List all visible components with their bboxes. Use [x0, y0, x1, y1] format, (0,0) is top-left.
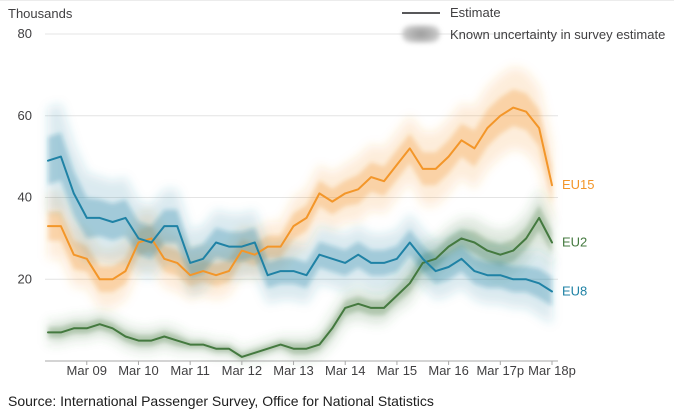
x-tick-label: Mar 12: [222, 363, 262, 378]
x-tick-label: Mar 16: [428, 363, 468, 378]
x-tick-label: Mar 11: [170, 363, 210, 378]
y-tick-label: 80: [18, 26, 32, 41]
x-tick-label: Mar 09: [67, 363, 107, 378]
y-axis-units-label: Thousands: [8, 6, 73, 21]
legend-estimate-label: Estimate: [450, 5, 501, 20]
y-tick-label: 40: [18, 190, 32, 205]
y-tick-label: 20: [18, 271, 32, 286]
series-line-EU8: [47, 155, 553, 293]
estimate-line-swatch: [402, 11, 440, 14]
source-caption: Source: International Passenger Survey, …: [8, 393, 434, 409]
x-tick-label: Mar 10: [118, 363, 158, 378]
x-tick-label: Mar 15: [377, 363, 417, 378]
x-tick-label: Mar 18p: [528, 363, 576, 378]
series-label-EU15: EU15: [562, 177, 595, 192]
series-label-EU2: EU2: [562, 234, 587, 249]
series-line-EU15: [47, 106, 553, 281]
uncertainty-band-swatch: [402, 25, 440, 43]
chart-canvas: 20 40 60 80 Mar 09 Mar 10 Mar 11 Mar 12 Mar 13 Ma…: [18, 26, 595, 378]
x-tick-label: Mar 17p: [476, 363, 524, 378]
legend-item-estimate: Estimate: [402, 5, 665, 20]
legend: Estimate Known uncertainty in survey est…: [402, 5, 665, 48]
series-line-EU2: [47, 216, 553, 358]
uncertainty-band-EU15: [48, 89, 552, 293]
legend-uncertainty-label: Known uncertainty in survey estimate: [450, 26, 666, 42]
x-tick-label: Mar 13: [273, 363, 313, 378]
legend-item-uncertainty: Known uncertainty in survey estimate: [402, 25, 665, 43]
x-tick-label: Mar 14: [325, 363, 365, 378]
series-label-EU8: EU8: [562, 284, 587, 299]
y-tick-label: 60: [18, 108, 32, 123]
